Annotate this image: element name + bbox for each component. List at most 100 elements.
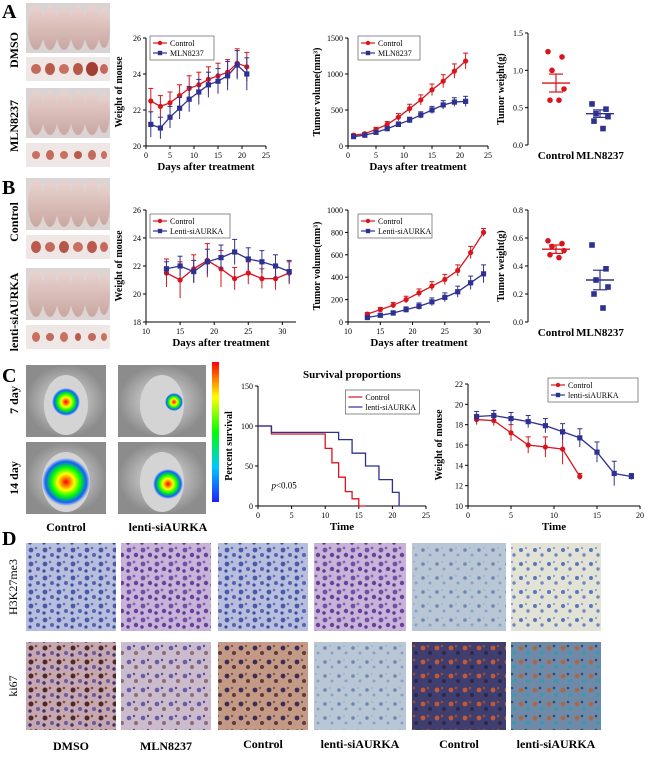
data-point	[186, 96, 192, 102]
y-axis-label: Tumor volume(mm³)	[312, 222, 323, 311]
x-tick-label: 25	[422, 511, 430, 520]
panel-label-a: A	[2, 1, 17, 23]
data-point	[591, 118, 597, 124]
data-point	[225, 73, 231, 79]
row-label-14day: 14 day	[7, 461, 21, 495]
x-tick-label: 0	[346, 151, 350, 160]
y-tick-label: 0	[249, 502, 253, 511]
data-point	[603, 106, 609, 112]
data-point	[545, 48, 551, 55]
data-point	[218, 255, 224, 261]
data-point	[362, 132, 368, 138]
data-point	[259, 259, 265, 265]
ihc-ki67-lenti-2	[511, 642, 601, 730]
category-label: MLN8237	[576, 150, 624, 162]
col-label-lenti-siaurka: lenti-siAURKA	[129, 520, 208, 534]
y-axis-label: Tumor volume(mm³)	[312, 48, 323, 137]
ihc-ki67-control-2	[412, 642, 506, 730]
data-point	[384, 121, 390, 127]
legend-marker	[157, 218, 163, 224]
data-point	[244, 71, 250, 77]
legend-label: Control	[170, 217, 195, 226]
survival-curve	[258, 425, 366, 507]
x-axis-label: Days after treatment	[157, 161, 255, 173]
x-tick-label: 15	[355, 511, 363, 520]
col-label-control-d1: Control	[243, 737, 283, 751]
data-point	[605, 113, 611, 120]
ihc-ki67-mln8237	[121, 642, 211, 730]
tumor-photo-control	[26, 235, 110, 259]
data-point	[559, 54, 565, 60]
legend-label: Lenti-siAURKA	[378, 227, 432, 236]
data-point	[286, 269, 292, 275]
panel-label-d: D	[2, 528, 16, 550]
x-tick-label: 5	[374, 151, 378, 160]
y-axis-label: Tumor weight(g)	[496, 53, 507, 124]
legend-box	[149, 35, 215, 61]
data-point	[377, 312, 383, 318]
legend-label: Control	[365, 393, 390, 402]
x-tick-label: 5	[509, 511, 513, 520]
y-tick-label: 22	[133, 262, 141, 271]
row-label-ki67: ki67	[6, 675, 20, 696]
x-tick-label: 10	[344, 327, 352, 336]
x-tick-label: 30	[473, 327, 481, 336]
data-point	[560, 429, 566, 435]
x-tick-label: 0	[144, 151, 148, 160]
legend-marker	[157, 50, 163, 56]
data-point	[429, 299, 435, 305]
data-point	[167, 100, 173, 106]
y-tick-label: 0	[339, 142, 343, 151]
data-point	[455, 289, 461, 295]
data-point	[525, 442, 531, 448]
data-point	[232, 276, 238, 282]
legend-box	[149, 213, 231, 239]
data-point	[429, 283, 435, 289]
x-tick-label: 20	[636, 511, 644, 520]
ihc-h3k27me3-lenti-2	[511, 543, 601, 631]
x-tick-label: 15	[176, 327, 184, 336]
y-tick-label: 20	[133, 290, 141, 299]
panel-label-c: C	[2, 365, 16, 387]
x-axis-label: Time	[330, 521, 354, 533]
legend-label: Control	[378, 217, 403, 226]
data-point	[589, 101, 595, 107]
x-axis-label: Days after treatment	[370, 337, 468, 349]
chart-c-mouse-weight: 0 5 10 15 20 10 12 14 16 18 20 22 Time Weight of mous…	[434, 377, 644, 533]
y-axis-label: Percent survival	[224, 411, 235, 481]
col-label-control: Control	[46, 520, 86, 534]
data-point	[204, 259, 210, 265]
category-label: Control	[538, 150, 574, 162]
y-tick-label: 18	[455, 421, 463, 430]
data-point	[416, 290, 422, 296]
y-tick-label: 600	[331, 251, 343, 260]
data-point	[418, 112, 424, 118]
legend-label: Lenti-siAURKA	[170, 227, 224, 236]
ihc-ki67-lenti	[314, 642, 406, 730]
data-point	[351, 134, 357, 140]
x-tick-label: 20	[238, 151, 246, 160]
data-point	[245, 256, 251, 262]
data-point	[545, 238, 551, 244]
y-tick-label: 1.0	[513, 66, 523, 75]
legend-box	[357, 35, 421, 61]
ihc-ki67-control	[218, 642, 308, 730]
y-tick-label: 26	[133, 34, 141, 43]
x-tick-label: 10	[400, 151, 408, 160]
y-tick-label: 0.4	[513, 262, 523, 271]
y-tick-label: 20	[133, 142, 141, 151]
legend-label: lenti-siAURKA	[365, 403, 416, 412]
legend-marker	[365, 50, 371, 56]
legend-marker	[365, 228, 371, 234]
chart-c-survival: 0 5 10 15 20 25 0 50 100 150 Time Percent survival S…	[224, 369, 430, 533]
y-tick-label: 1000	[327, 206, 343, 215]
x-axis-label: Days after treatment	[369, 161, 467, 173]
y-axis-label: Weight of mouse	[114, 56, 125, 128]
x-axis-label: Time	[542, 521, 566, 533]
y-tick-label: 12	[455, 482, 463, 491]
chart-a-tumor-volume: 0 5 10 15 20 25 0 500 1000 1500 Days after treatme…	[312, 34, 492, 173]
data-point	[395, 121, 401, 127]
p-value-annotation: p<0.05	[270, 480, 297, 490]
data-point	[605, 284, 611, 290]
